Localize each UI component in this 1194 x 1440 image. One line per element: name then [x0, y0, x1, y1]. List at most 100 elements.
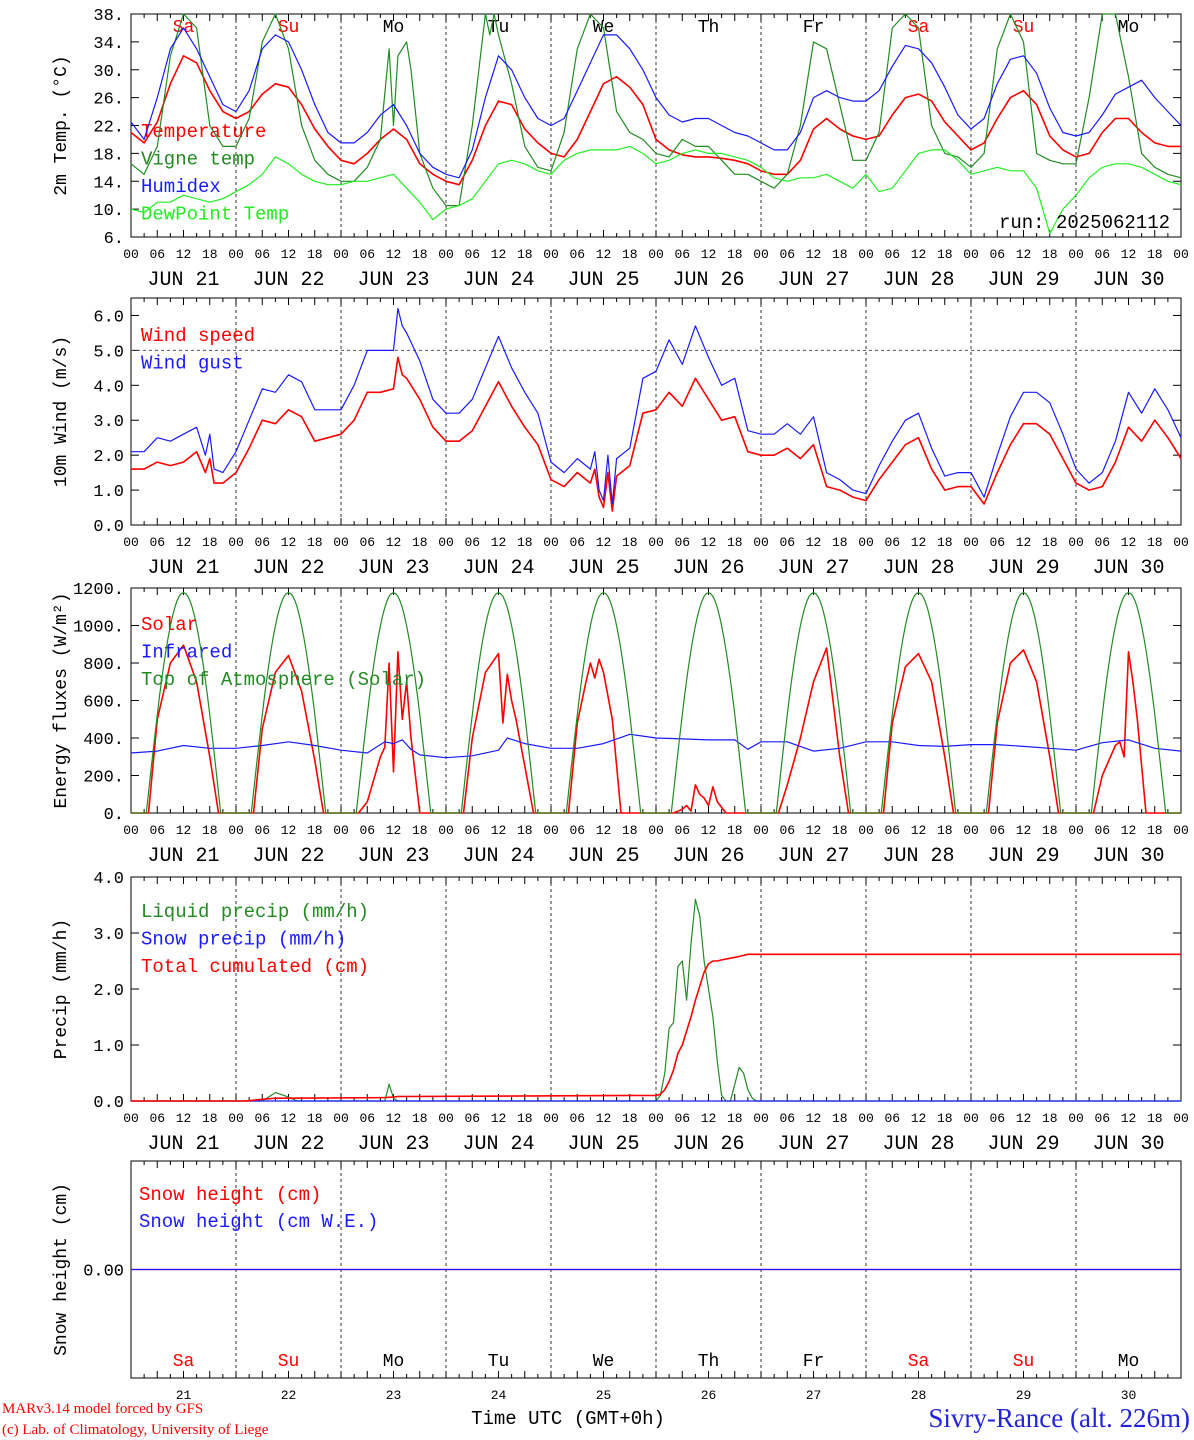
precip-date-label: JUN 25 [567, 1133, 639, 1156]
energy-hour-label: 06 [884, 823, 900, 838]
precip-hour-label: 06 [254, 1111, 270, 1126]
precip-hour-label: 12 [701, 1111, 717, 1126]
wind-ytick-label: 1.0 [93, 483, 124, 502]
temperature-ytick-label: 22. [93, 119, 124, 138]
energy-hour-label: 06 [254, 823, 270, 838]
snow-weekday-label: Fr [803, 1352, 825, 1372]
energy-hour-label: 00 [438, 823, 454, 838]
wind-ytick-label: 5.0 [93, 343, 124, 362]
wind-hour-label: 00 [1068, 535, 1084, 550]
energy-hour-label: 00 [543, 823, 559, 838]
energy-hour-label: 12 [911, 823, 927, 838]
wind-date-label: JUN 30 [1092, 557, 1164, 580]
wind-legend-entry: Wind gust [141, 353, 244, 375]
energy-hour-label: 00 [963, 823, 979, 838]
temperature-ytick-label: 26. [93, 91, 124, 110]
temperature-hour-label: 18 [412, 247, 428, 262]
wind-hour-label: 18 [517, 535, 533, 550]
precip-hour-label: 06 [989, 1111, 1005, 1126]
energy-hour-label: 06 [779, 823, 795, 838]
precip-hour-label: 00 [228, 1111, 244, 1126]
energy-hour-label: 12 [176, 823, 192, 838]
temperature-hour-label: 12 [281, 247, 297, 262]
snow-weekday-label: We [593, 1352, 615, 1372]
wind-hour-label: 18 [1042, 535, 1058, 550]
copyright-credit: (c) Lab. of Climatology, University of L… [2, 1422, 269, 1438]
precip-hour-label: 00 [123, 1111, 139, 1126]
energy-legend-entry: Top of Atmosphere (Solar) [141, 669, 426, 691]
energy-ytick-label: 0. [104, 806, 124, 825]
temperature-series-line [130, 27, 1182, 179]
precip-ytick-label: 0.0 [93, 1094, 124, 1113]
temperature-weekday-label: Mo [383, 18, 405, 38]
wind-hour-label: 06 [359, 535, 375, 550]
precip-hour-label: 18 [412, 1111, 428, 1126]
energy-date-label: JUN 27 [777, 845, 849, 868]
snow-legend-entry: Snow height (cm) [139, 1184, 321, 1206]
energy-date-label: JUN 22 [252, 845, 324, 868]
temperature-hour-label: 18 [1147, 247, 1163, 262]
temperature-hour-label: 00 [1173, 247, 1189, 262]
energy-date-label: JUN 21 [147, 845, 219, 868]
wind-hour-label: 00 [858, 535, 874, 550]
temperature-weekday-label: Su [1013, 18, 1035, 38]
precip-series-line [131, 953, 1181, 1102]
wind-hour-label: 12 [281, 535, 297, 550]
wind-hour-label: 06 [884, 535, 900, 550]
temperature-date-label: JUN 22 [252, 269, 324, 292]
temperature-hour-label: 18 [622, 247, 638, 262]
energy-hour-label: 18 [937, 823, 953, 838]
energy-hour-label: 18 [517, 823, 533, 838]
temperature-date-label: JUN 23 [357, 269, 429, 292]
temperature-hour-label: 00 [333, 247, 349, 262]
wind-hour-label: 18 [1147, 535, 1163, 550]
precip-ytick-label: 4.0 [93, 870, 124, 889]
energy-hour-label: 06 [989, 823, 1005, 838]
precip-hour-label: 00 [753, 1111, 769, 1126]
precip-hour-label: 00 [858, 1111, 874, 1126]
precip-hour-label: 12 [281, 1111, 297, 1126]
energy-ytick-label: 1000. [73, 619, 124, 638]
precip-hour-label: 18 [202, 1111, 218, 1126]
snow-day-number: 26 [701, 1388, 717, 1403]
temperature-legend-entry: Vigne temp [141, 149, 255, 171]
temperature-hour-label: 06 [569, 247, 585, 262]
wind-hour-label: 18 [832, 535, 848, 550]
wind-hour-label: 06 [464, 535, 480, 550]
precip-hour-label: 00 [648, 1111, 664, 1126]
snow-weekday-label: Sa [908, 1352, 930, 1372]
precip-series-line [131, 898, 1181, 1102]
temperature-date-label: JUN 27 [777, 269, 849, 292]
wind-hour-label: 00 [1173, 535, 1189, 550]
precip-hour-label: 06 [359, 1111, 375, 1126]
wind-legend-entry: Wind speed [141, 325, 255, 347]
energy-hour-label: 18 [307, 823, 323, 838]
wind-hour-label: 00 [438, 535, 454, 550]
energy-hour-label: 12 [281, 823, 297, 838]
precip-legend-entry: Total cumulated (cm) [141, 956, 369, 978]
energy-date-label: JUN 23 [357, 845, 429, 868]
precip-hour-label: 12 [1121, 1111, 1137, 1126]
temperature-legend-entry: Humidex [141, 176, 221, 198]
precip-hour-label: 06 [1094, 1111, 1110, 1126]
panel-snow: 0.00 Snow height (cm) Snow height (cm) Snow… [52, 1160, 1182, 1403]
precip-date-label: JUN 30 [1092, 1133, 1164, 1156]
temperature-hour-label: 18 [517, 247, 533, 262]
snow-day-number: 24 [491, 1388, 507, 1403]
temperature-weekday-label: Fr [803, 18, 825, 38]
panel-energy: 0. 200. 400. 600. 800. 1000. 1200.Energy fluxe… [52, 581, 1189, 868]
precip-date-label: JUN 22 [252, 1133, 324, 1156]
precip-hour-label: 00 [1173, 1111, 1189, 1126]
precip-date-label: JUN 21 [147, 1133, 219, 1156]
precip-hour-label: 06 [884, 1111, 900, 1126]
energy-hour-label: 06 [674, 823, 690, 838]
wind-hour-label: 06 [989, 535, 1005, 550]
energy-hour-label: 00 [858, 823, 874, 838]
precip-y-axis-title: Precip (mm/h) [52, 919, 72, 1059]
energy-hour-label: 06 [1094, 823, 1110, 838]
snow-weekday-label: Tu [488, 1352, 510, 1372]
snow-weekday-label: Th [698, 1352, 720, 1372]
wind-hour-label: 12 [701, 535, 717, 550]
wind-hour-label: 12 [386, 535, 402, 550]
wind-hour-label: 12 [1016, 535, 1032, 550]
